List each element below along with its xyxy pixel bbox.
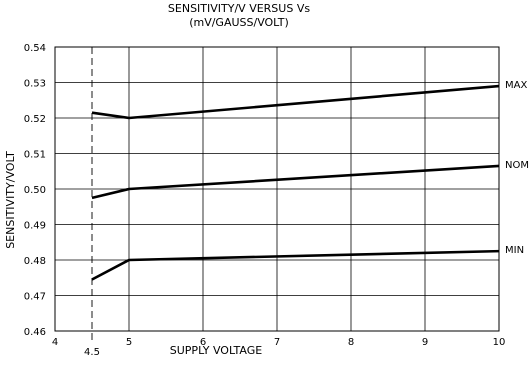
series-label-max: MAX — [505, 80, 527, 91]
chart-subtitle: (mV/GAUSS/VOLT) — [189, 16, 289, 29]
series-line-nom — [91, 164, 500, 200]
x-tick-label: 10 — [493, 337, 506, 348]
y-tick-label: 0.48 — [24, 256, 46, 267]
x-tick-label: 4 — [52, 337, 58, 348]
series-group — [91, 84, 500, 281]
series-line-min — [91, 249, 500, 281]
y-axis-label: SENSITIVITY/VOLT — [4, 151, 17, 249]
x-axis-label: SUPPLY VOLTAGE — [170, 344, 263, 357]
x-tick-label: 9 — [422, 337, 428, 348]
x-tick-label: 6 — [200, 337, 206, 348]
y-tick-label: 0.52 — [24, 114, 46, 125]
x-tick-label: 7 — [274, 337, 280, 348]
series-label-min: MIN — [505, 245, 524, 256]
x-axis-ticks: 4 5 6 7 8 9 10 — [52, 337, 506, 348]
y-tick-label: 0.53 — [24, 79, 46, 90]
chart-title: SENSITIVITY/V VERSUS Vs — [168, 2, 310, 15]
x-tick-label: 5 — [126, 337, 132, 348]
y-tick-label: 0.46 — [24, 327, 46, 338]
x-tick-label: 8 — [348, 337, 354, 348]
grid — [54, 46, 500, 332]
plot-frame — [54, 46, 500, 332]
y-tick-label: 0.51 — [24, 150, 46, 161]
y-tick-label: 0.54 — [24, 43, 46, 54]
y-tick-label: 0.49 — [24, 221, 46, 232]
marker-label: 4.5 — [84, 347, 100, 358]
y-axis-ticks: 0.46 0.47 0.48 0.49 0.50 0.51 0.52 0.53 0.54 — [24, 43, 46, 338]
marker-line-group: 4.5 — [84, 47, 100, 358]
series-line-max — [91, 84, 500, 120]
series-label-nom: NOM — [505, 160, 529, 171]
series-labels: MAX NOM MIN — [505, 80, 529, 256]
y-tick-label: 0.47 — [24, 292, 46, 303]
y-tick-label: 0.50 — [24, 185, 46, 196]
